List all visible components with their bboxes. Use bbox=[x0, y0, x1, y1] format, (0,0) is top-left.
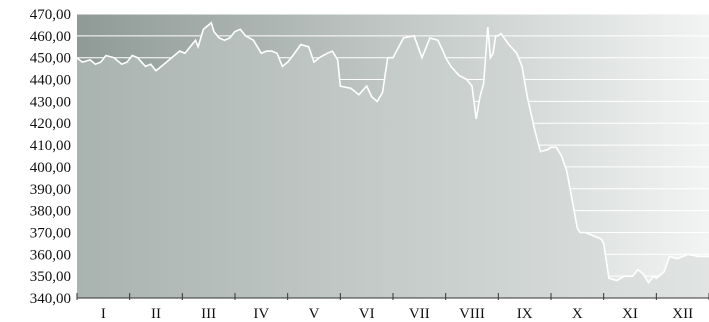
x-tick-label: VIII bbox=[459, 306, 485, 322]
y-tick-label: 350,00 bbox=[30, 269, 71, 285]
x-tick-label: VI bbox=[359, 306, 375, 322]
x-tick-label: I bbox=[101, 306, 106, 322]
price-line bbox=[76, 21, 709, 285]
x-tick-label: VII bbox=[409, 306, 430, 322]
y-tick-label: 370,00 bbox=[30, 225, 71, 241]
x-tick-label: XI bbox=[622, 306, 638, 322]
x-tick-label: X bbox=[572, 306, 583, 322]
price-area bbox=[77, 22, 709, 298]
y-tick-label: 420,00 bbox=[30, 116, 71, 132]
x-tick-label: II bbox=[151, 306, 161, 322]
y-tick-label: 400,00 bbox=[30, 160, 71, 176]
y-axis-labels: 340,00 350,00 360,00 370,00 380,00 390,00 400,… bbox=[30, 7, 71, 307]
y-tick-label: 360,00 bbox=[30, 247, 71, 263]
y-tick-label: 340,00 bbox=[30, 291, 71, 307]
x-tick-label: III bbox=[201, 306, 216, 322]
y-tick-label: 430,00 bbox=[30, 94, 71, 110]
y-tick-label: 440,00 bbox=[30, 73, 71, 89]
y-tick-label: 380,00 bbox=[30, 204, 71, 220]
x-axis-ticks bbox=[76, 293, 709, 300]
y-tick-label: 460,00 bbox=[30, 29, 71, 45]
y-tick-label: 470,00 bbox=[30, 7, 71, 23]
x-tick-label: V bbox=[309, 306, 320, 322]
y-tick-label: 410,00 bbox=[30, 138, 71, 154]
x-tick-label: IX bbox=[517, 306, 533, 322]
y-tick-label: 390,00 bbox=[30, 182, 71, 198]
x-tick-label: XII bbox=[672, 306, 693, 322]
x-axis-labels: I II III IV V VI VII VIII IX X XI XII bbox=[101, 306, 693, 322]
x-tick-label: IV bbox=[253, 306, 269, 322]
y-tick-label: 450,00 bbox=[30, 51, 71, 67]
